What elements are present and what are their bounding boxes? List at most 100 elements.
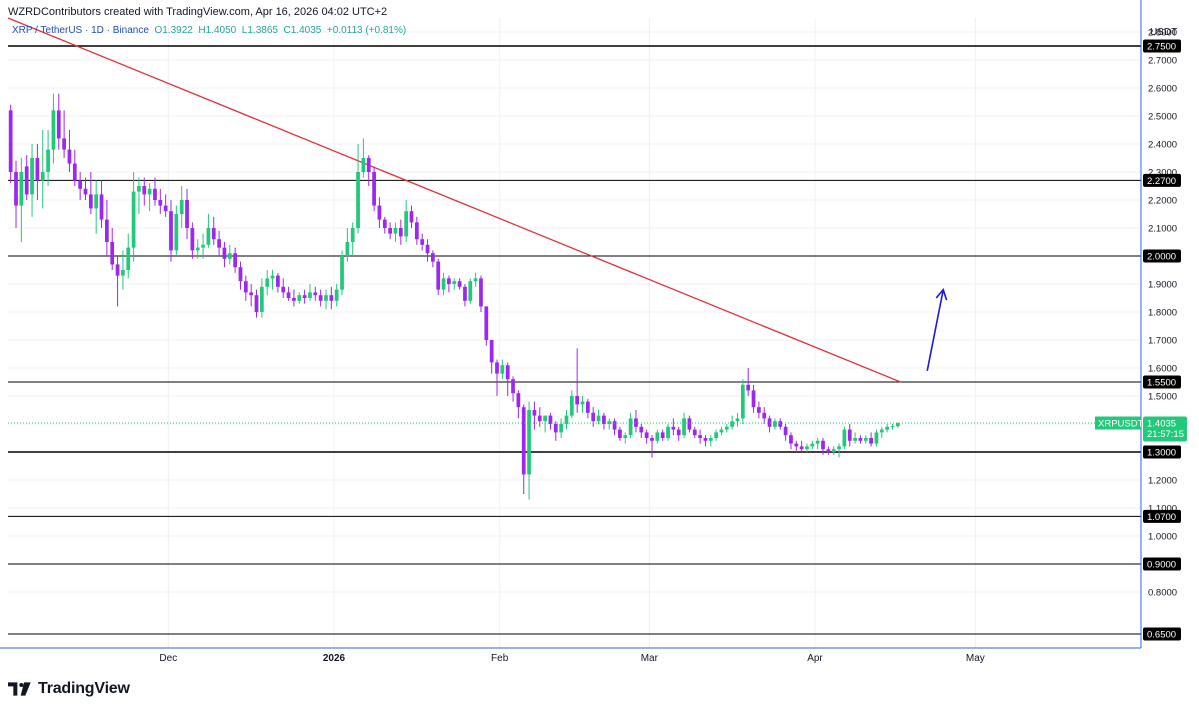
candle-down (222, 242, 227, 268)
candle-down (318, 289, 323, 307)
candle-up (308, 284, 312, 301)
candle-up (874, 429, 879, 447)
candle-up (810, 440, 815, 450)
candle-down (372, 166, 376, 212)
candle-body (521, 407, 526, 475)
candle-body (559, 424, 564, 433)
x-tick-label: 2026 (323, 653, 346, 664)
candle-down (217, 230, 221, 256)
candle-body (14, 172, 18, 206)
candle-down (671, 418, 676, 436)
candle-up (179, 186, 184, 228)
candle-body (227, 253, 232, 259)
candle-down (249, 284, 254, 307)
candle-down (88, 172, 93, 214)
candle-body (62, 138, 66, 150)
candle-body (67, 149, 72, 164)
candle-body (393, 228, 398, 234)
candle-down (24, 155, 29, 200)
candle-down (163, 194, 168, 217)
candle-body (398, 228, 403, 237)
candle-body (585, 401, 590, 413)
candle-body (414, 222, 419, 240)
candle-body (783, 426, 788, 436)
candle-body (115, 264, 120, 276)
candle-body (329, 295, 334, 301)
level-price-label: 1.5500 (1147, 378, 1176, 389)
candle-body (805, 446, 809, 450)
candle-down (185, 188, 189, 240)
candle-up (559, 418, 564, 438)
candle-down (292, 289, 296, 307)
candle-down (778, 418, 783, 430)
candle-up (853, 432, 857, 444)
candle-up (334, 284, 339, 307)
candle-down (78, 172, 83, 200)
candle-down (233, 247, 238, 273)
candle-body (676, 429, 681, 436)
candle-body (163, 205, 168, 212)
candle-body (153, 188, 157, 200)
candle-body (334, 289, 339, 301)
candle-down (703, 435, 708, 447)
candle-down (489, 340, 494, 374)
candle-down (479, 275, 483, 312)
y-tick-label: 1.6000 (1148, 364, 1177, 375)
y-tick-label: 2.2000 (1148, 196, 1177, 207)
candle-down (72, 149, 77, 186)
level-price-tag (1143, 173, 1181, 187)
candle-body (537, 415, 542, 422)
candle-down (548, 412, 553, 430)
candle-down (826, 446, 831, 455)
candle-up (724, 424, 729, 433)
candle-up (895, 422, 900, 428)
candle-body (457, 281, 462, 287)
candle-body (895, 423, 900, 427)
x-tick-label: Mar (641, 653, 659, 664)
x-tick-label: May (966, 653, 985, 664)
candle-body (286, 292, 291, 298)
candle-down (99, 180, 104, 228)
candle-down (644, 429, 649, 444)
level-price-tag (1143, 557, 1181, 571)
candle-up (473, 272, 478, 287)
tradingview-brand[interactable]: TradingView (8, 678, 130, 700)
candle-down (783, 424, 788, 441)
change-value: +0.0113 (+0.81%) (326, 25, 407, 36)
candle-body (24, 166, 29, 195)
candle-down (67, 130, 72, 172)
candle-up (682, 412, 686, 438)
candle-up (46, 130, 50, 186)
candle-body (692, 429, 697, 436)
candle-body (746, 384, 751, 391)
candle-body (730, 421, 735, 427)
candle-body (698, 435, 702, 438)
candle-down (281, 278, 286, 298)
level-price-tag (1143, 627, 1181, 641)
candle-body (142, 186, 147, 195)
candle-body (495, 362, 499, 374)
candle-down (447, 275, 451, 293)
candle-up (831, 446, 836, 455)
candle-up (890, 424, 895, 430)
candle-down (254, 289, 259, 318)
candle-body (110, 242, 115, 265)
candle-down (746, 368, 751, 396)
candle-body (874, 432, 879, 444)
last-price-label: 1.4035 (1147, 419, 1176, 430)
symbol-label[interactable]: XRP / TetherUS · 1D · Binance (12, 25, 149, 36)
candle-body (564, 415, 569, 424)
candle-body (799, 446, 804, 450)
candle-body (292, 298, 296, 301)
candle-body (276, 275, 280, 287)
candle-down (495, 359, 499, 396)
candle-up (361, 138, 366, 178)
candle-body (511, 379, 515, 394)
candle-body (853, 438, 857, 441)
candle-down (211, 216, 216, 245)
candle-body (575, 396, 580, 405)
candle-body (655, 432, 660, 441)
candle-body (789, 435, 793, 444)
candle-down (366, 155, 371, 186)
